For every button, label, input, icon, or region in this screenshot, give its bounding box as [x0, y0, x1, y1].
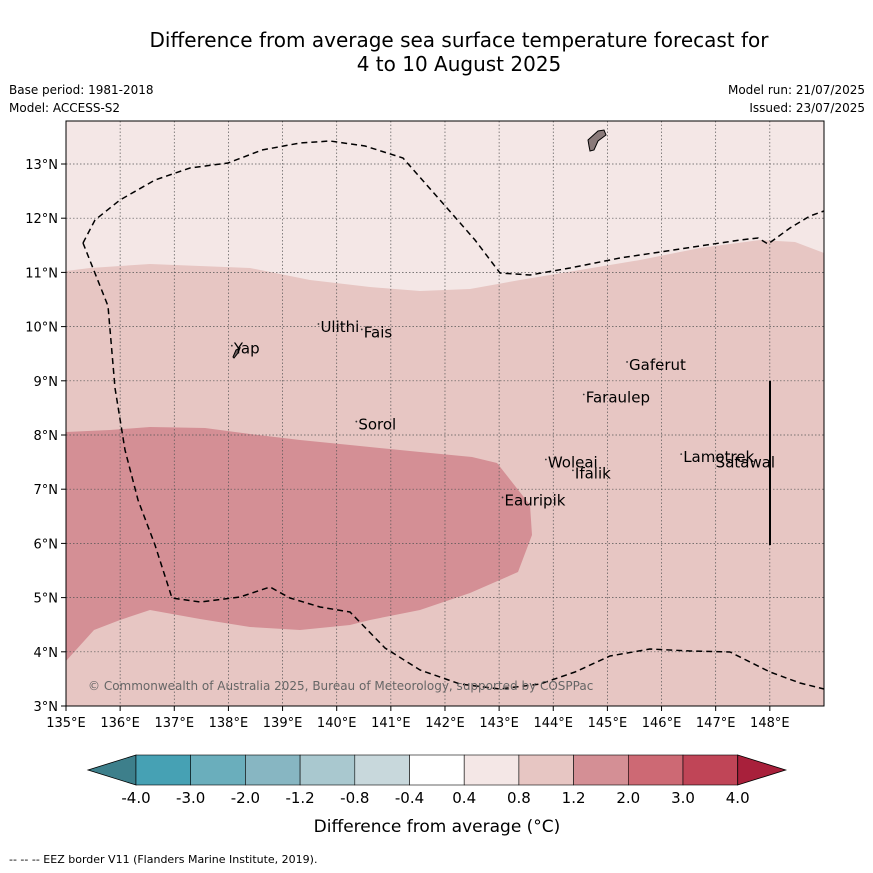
meta-left: Base period: 1981-2018 Model: ACCESS-S2	[9, 81, 154, 117]
place-marker	[501, 496, 504, 499]
place-label: Lamotrek	[683, 448, 754, 466]
colorbar-tick-label: 4.0	[726, 789, 750, 807]
colorbar-segment	[518, 754, 574, 786]
issued-date: Issued: 23/07/2025	[749, 101, 865, 115]
place-marker	[626, 361, 628, 363]
colorbar-segment	[299, 754, 356, 786]
colorbar-tick-label: 0.4	[452, 789, 476, 807]
place-label: Satawal	[716, 454, 775, 472]
colorbar-under-extension	[86, 754, 137, 786]
lat-tick-label: 9°N	[34, 375, 59, 390]
lon-tick-label: 136°E	[100, 716, 140, 731]
colorbar-tick-label: 2.0	[616, 789, 640, 807]
lat-tick-label: 11°N	[25, 266, 58, 281]
colorbar-tick-label: -1.2	[285, 789, 314, 807]
colorbar-over-extension	[737, 754, 788, 786]
colorbar-tick-label: -4.0	[121, 789, 150, 807]
colorbar-segment	[627, 754, 684, 786]
colorbar-tick-label: -3.0	[176, 789, 205, 807]
base-period: Base period: 1981-2018	[9, 83, 154, 97]
place-marker	[355, 420, 358, 423]
longitude-axis: 135°E 136°E 137°E 138°E 139°E 140°E 141°E 142°E…	[46, 706, 790, 731]
lon-tick-label: 147°E	[696, 716, 736, 731]
colorbar-tick-label: 0.8	[507, 789, 531, 807]
place-label: Sorol	[358, 416, 396, 434]
lat-tick-label: 6°N	[34, 537, 59, 552]
lat-tick-label: 3°N	[34, 700, 59, 715]
place-marker	[317, 323, 320, 325]
colorbar-tick-label: 3.0	[671, 789, 695, 807]
place-label: Faraulep	[586, 388, 650, 406]
place-marker	[544, 458, 547, 461]
place-label: Eauripik	[505, 491, 566, 509]
place-marker	[230, 344, 233, 347]
colorbar-tick-label: -0.8	[340, 789, 369, 807]
lat-tick-label: 7°N	[34, 483, 59, 498]
lat-tick-label: 4°N	[34, 646, 59, 661]
yap-island	[232, 346, 241, 359]
colorbar-tick-label: -2.0	[231, 789, 260, 807]
place-label: Fais	[364, 323, 393, 341]
lon-tick-label: 144°E	[533, 716, 573, 731]
place-label: Ifalik	[575, 464, 611, 482]
lat-tick-label: 10°N	[25, 321, 58, 336]
colorbar-segment	[409, 754, 465, 786]
colorbar-segment	[190, 754, 246, 786]
colorbar-segment	[354, 754, 410, 786]
chart-title: Difference from average sea surface temp…	[0, 28, 873, 76]
place-label: Woleai	[548, 454, 598, 472]
lon-tick-label: 148°E	[750, 716, 790, 731]
place-labels: Yap Ulithi Fais Sorol Gaferut Faraulep WoleaiI…	[230, 318, 775, 509]
title-line-1: Difference from average sea surface temp…	[149, 28, 769, 52]
copyright-notice: © Commonwealth of Australia 2025, Bureau…	[88, 679, 593, 693]
lon-tick-label: 141°E	[371, 716, 411, 731]
colorbar-tick-label: 1.2	[562, 789, 586, 807]
meta-right: Model run: 21/07/2025 Issued: 23/07/2025	[728, 81, 865, 117]
colorbar-tick-label: -0.4	[395, 789, 424, 807]
place-label: Gaferut	[629, 356, 686, 374]
place-label: Ulithi	[320, 318, 359, 336]
lon-tick-label: 142°E	[425, 716, 465, 731]
lon-tick-label: 139°E	[263, 716, 303, 731]
place-marker	[582, 393, 585, 396]
lon-tick-label: 143°E	[479, 716, 519, 731]
colorbar-segment	[682, 754, 739, 786]
place-marker	[680, 453, 683, 455]
eez-border	[82, 140, 825, 690]
colorbar-segment	[245, 754, 301, 786]
colorbar-segment	[135, 754, 192, 786]
lon-tick-label: 146°E	[642, 716, 682, 731]
lat-tick-label: 8°N	[34, 429, 59, 444]
model-run: Model run: 21/07/2025	[727, 83, 865, 97]
lat-tick-label: 13°N	[25, 158, 58, 173]
colorbar-segment	[463, 754, 520, 786]
place-marker	[712, 458, 715, 461]
footer-note: -- -- -- EEZ border V11 (Flanders Marine…	[9, 853, 318, 866]
title-line-2: 4 to 10 August 2025	[356, 52, 562, 76]
lon-tick-label: 145°E	[588, 716, 628, 731]
lat-tick-label: 12°N	[25, 212, 58, 227]
place-marker	[572, 469, 574, 472]
latitude-axis: 3°N 4°N 5°N 6°N 7°N 8°N 9°N 10°N 11°N 12°N 13°N	[25, 158, 66, 715]
place-marker	[360, 328, 363, 331]
lat-tick-label: 5°N	[34, 592, 59, 607]
colorbar: -4.0 -3.0 -2.0 -1.2 -0.8 -0.4 0.4 0.8 1.2 2.0 3.0 4…	[86, 754, 788, 807]
anomaly-band-1.2-2.0	[66, 427, 532, 661]
lon-tick-label: 138°E	[209, 716, 249, 731]
lon-tick-label: 137°E	[155, 716, 195, 731]
lon-tick-label: 135°E	[46, 716, 86, 731]
place-label: Yap	[233, 340, 260, 358]
colorbar-segment	[573, 754, 629, 786]
lon-tick-label: 140°E	[317, 716, 357, 731]
map-gridlines	[66, 121, 824, 706]
guam-island	[587, 129, 607, 152]
model-name: Model: ACCESS-S2	[9, 101, 121, 115]
colorbar-label: Difference from average (°C)	[314, 817, 561, 837]
